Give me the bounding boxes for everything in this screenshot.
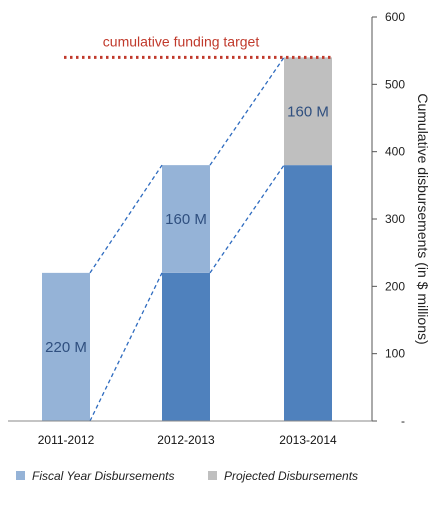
- bar-segment-2012-2013-2: [162, 165, 210, 273]
- bar-value-label: 220 M: [45, 339, 87, 356]
- target-label: cumulative funding target: [103, 33, 260, 49]
- connector-line: [89, 164, 163, 274]
- connector-line: [209, 164, 285, 274]
- x-category-label: 2011-2012: [38, 433, 95, 447]
- bar-value-label: 160 M: [287, 103, 329, 120]
- bar-segment-2011-2012-0: [42, 272, 90, 421]
- y-axis-label: Cumulative disbursements (in $ millions): [415, 93, 430, 344]
- legend-label: Projected Disbursements: [224, 469, 358, 483]
- legend-swatch: [208, 471, 217, 480]
- y-tick-label: 300: [385, 212, 405, 226]
- legend: Fiscal Year Disbursements Projected Disbu…: [16, 469, 358, 483]
- bar-segment-2013-2014-4: [284, 57, 332, 166]
- target-layer: cumulative funding target: [64, 33, 332, 59]
- x-category-label: 2013-2014: [279, 433, 337, 447]
- y-tick-label: 100: [385, 347, 405, 361]
- connector-line: [89, 272, 163, 422]
- y-ticks: - 100 200 300 400 500 600: [372, 10, 405, 428]
- y-tick-label: 600: [385, 10, 405, 24]
- bar-segment-2013-2014-3: [284, 165, 332, 421]
- bars-layer: [42, 57, 332, 421]
- y-tick-label: -: [401, 414, 405, 428]
- x-category-labels: 2011-2012 2012-2013 2013-2014: [38, 433, 337, 447]
- bar-segment-2012-2013-1: [162, 272, 210, 421]
- connectors-layer: [89, 57, 285, 422]
- connector-line: [209, 57, 285, 166]
- bar-value-labels: 220 M 160 M 160 M: [45, 103, 329, 356]
- bar-value-label: 160 M: [165, 211, 207, 228]
- legend-swatch: [16, 471, 25, 480]
- legend-label: Fiscal Year Disbursements: [32, 469, 175, 483]
- y-tick-label: 500: [385, 77, 405, 91]
- y-tick-label: 200: [385, 279, 405, 293]
- y-tick-label: 400: [385, 145, 405, 159]
- x-category-label: 2012-2013: [157, 433, 215, 447]
